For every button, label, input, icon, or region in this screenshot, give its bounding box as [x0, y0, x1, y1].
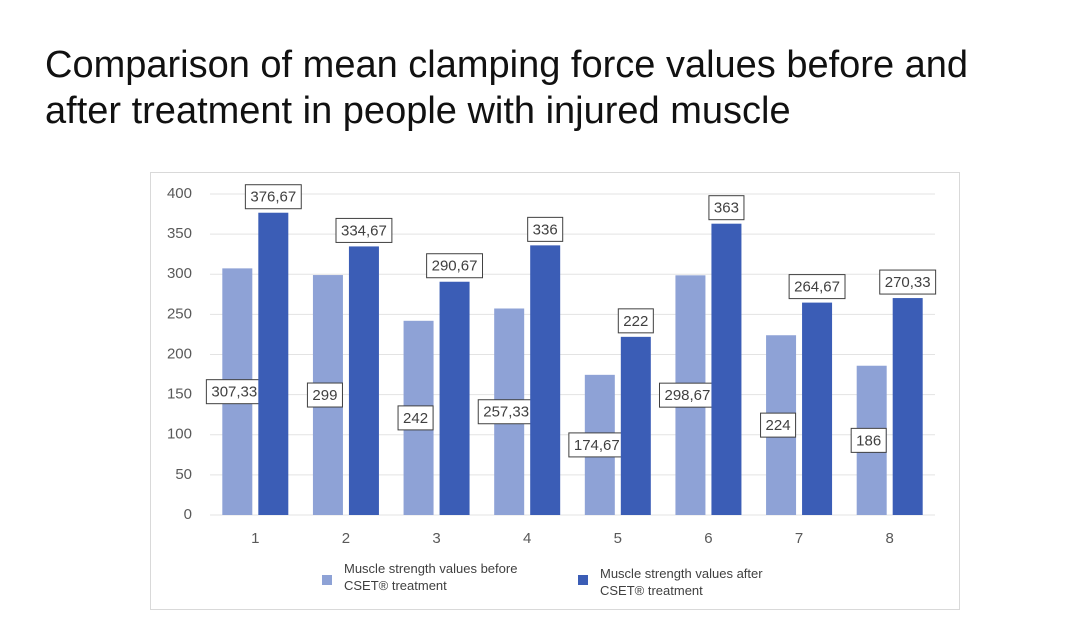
- data-label: 336: [533, 221, 558, 238]
- data-label: 307,33: [211, 384, 257, 401]
- y-tick-label: 150: [167, 386, 192, 403]
- data-label: 224: [766, 417, 791, 434]
- y-tick-label: 0: [184, 506, 192, 523]
- y-tick-label: 400: [167, 185, 192, 202]
- data-label: 257,33: [483, 404, 529, 421]
- data-label-box: [708, 195, 745, 221]
- data-label: 222: [623, 313, 648, 330]
- y-tick-label: 50: [175, 466, 192, 483]
- data-label-box: [617, 308, 654, 334]
- data-label: 376,67: [250, 189, 296, 206]
- x-tick-label: 1: [251, 530, 259, 547]
- chart-title: Comparison of mean clamping force values…: [45, 44, 969, 132]
- data-label-box: [426, 253, 484, 279]
- data-label: 290,67: [432, 258, 478, 275]
- x-tick-label: 6: [704, 530, 712, 547]
- data-label-box: [306, 382, 343, 408]
- bar: [620, 336, 651, 515]
- y-tick-label: 350: [167, 225, 192, 242]
- data-label: 334,67: [341, 222, 387, 239]
- bar: [802, 302, 833, 515]
- y-tick-label: 300: [167, 265, 192, 282]
- legend-label: Muscle strength values before CSET® trea…: [344, 561, 518, 593]
- data-label-box: [788, 274, 846, 300]
- data-label: 186: [856, 432, 881, 449]
- data-label-box: [527, 216, 564, 242]
- data-label: 299: [312, 387, 337, 404]
- y-tick-label: 200: [167, 345, 192, 362]
- x-tick-label: 8: [886, 530, 894, 547]
- chart-frame: [150, 172, 960, 610]
- x-tick-label: 2: [342, 530, 350, 547]
- data-label: 363: [714, 200, 739, 217]
- bar: [530, 245, 561, 516]
- bar: [711, 223, 742, 515]
- legend-swatch: [322, 575, 332, 585]
- data-label-box: [658, 382, 716, 408]
- bar: [439, 281, 470, 515]
- data-label: 270,33: [885, 274, 931, 291]
- data-label-box: [760, 412, 797, 438]
- y-tick-label: 250: [167, 305, 192, 322]
- legend-label: Muscle strength values after CSET® treat…: [600, 566, 763, 598]
- data-label: 264,67: [794, 279, 840, 296]
- data-label-box: [335, 217, 393, 243]
- data-label-box: [568, 432, 626, 458]
- x-tick-label: 7: [795, 530, 803, 547]
- bar: [892, 298, 923, 515]
- y-tick-label: 100: [167, 426, 192, 443]
- bar: [258, 212, 289, 515]
- data-label: 242: [403, 410, 428, 427]
- data-label: 174,67: [574, 437, 620, 454]
- legend-swatch: [578, 575, 588, 585]
- x-tick-label: 3: [432, 530, 440, 547]
- bar: [348, 246, 379, 516]
- data-label: 298,67: [664, 387, 710, 404]
- data-label-box: [850, 427, 887, 453]
- data-label-box: [244, 184, 302, 210]
- data-label-box: [477, 399, 535, 425]
- x-tick-label: 4: [523, 530, 531, 547]
- data-label-box: [879, 269, 937, 295]
- x-tick-label: 5: [614, 530, 622, 547]
- data-label-box: [397, 405, 434, 431]
